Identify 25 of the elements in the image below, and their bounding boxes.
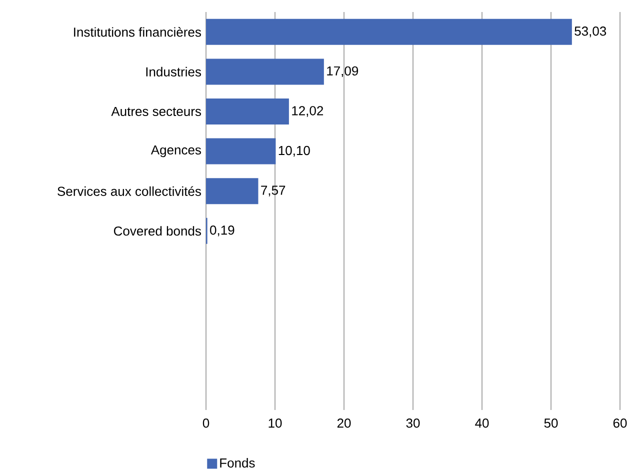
x-tick-label: 30 xyxy=(406,418,420,428)
data-label: 0,19 xyxy=(210,226,234,236)
data-label: 7,57 xyxy=(261,186,286,196)
y-tick-label: Autres secteurs xyxy=(111,106,201,116)
x-tick-label: 0 xyxy=(202,418,210,428)
x-tick-label: 60 xyxy=(613,418,627,428)
x-tick-label: 40 xyxy=(475,418,489,428)
y-tick-label: Services aux collectivités xyxy=(58,186,201,196)
data-label: 12,02 xyxy=(292,106,324,117)
bar xyxy=(206,98,289,124)
bar xyxy=(206,58,324,85)
x-tick-label: 10 xyxy=(268,418,282,428)
y-tick-label: Industries xyxy=(146,66,201,76)
x-tick-label: 20 xyxy=(337,418,351,428)
y-tick-label: Agences xyxy=(150,145,201,158)
x-tick-label: 50 xyxy=(544,418,558,428)
y-tick-label: Institutions financières xyxy=(74,27,201,37)
data-label: 10,10 xyxy=(278,146,310,157)
data-label: 17,09 xyxy=(327,66,358,78)
y-tick-label: Covered bonds xyxy=(114,226,201,236)
legend-label: Fonds xyxy=(220,458,255,468)
bar xyxy=(206,138,276,164)
bar xyxy=(206,18,572,45)
data-label: 53,03 xyxy=(574,26,606,38)
bar xyxy=(206,178,258,204)
